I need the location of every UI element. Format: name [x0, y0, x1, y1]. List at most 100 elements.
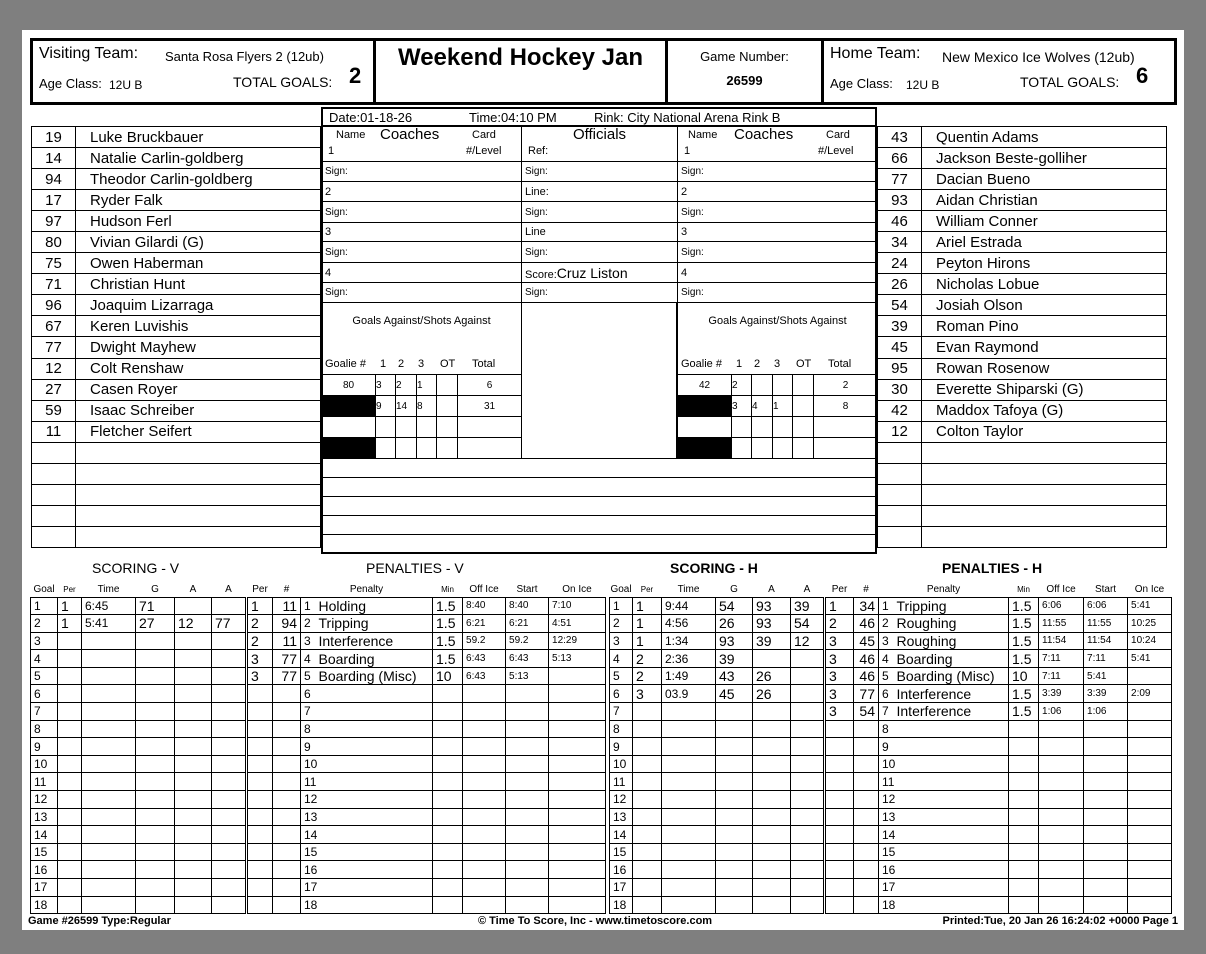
- roster-row: 97 Hudson Ferl: [31, 210, 321, 233]
- penalty-name: Boarding (Misc): [894, 666, 1010, 686]
- jersey-number: 77: [31, 336, 76, 359]
- penalty-name: Interference: [894, 684, 1010, 704]
- off-ice: 11:54: [1038, 631, 1085, 651]
- minutes: [1008, 754, 1040, 774]
- blank-cell: [521, 302, 677, 458]
- goalie-cell: 14: [395, 395, 417, 417]
- cell-label: 4: [681, 266, 688, 279]
- table-row: 18: [247, 895, 607, 915]
- visiting-team-label: Visiting Team:: [39, 45, 139, 62]
- assist-1: [752, 842, 791, 862]
- assist-2: [211, 649, 246, 668]
- period: [825, 878, 854, 897]
- player-name: Luke Bruckbauer: [75, 125, 321, 149]
- on-ice: 5:41: [1127, 596, 1173, 616]
- penalty-index: 5: [878, 666, 895, 686]
- notes-lines: [321, 458, 877, 553]
- penalty-name: [894, 807, 1010, 827]
- jersey-number: [31, 483, 76, 506]
- goalie-cell: [321, 437, 376, 459]
- goalie-cell: [456, 437, 523, 459]
- cell-label: Sign:: [325, 246, 348, 258]
- player-number: 11: [272, 596, 301, 616]
- assist-1: [174, 825, 212, 844]
- player-name: Theodor Carlin-goldberg: [75, 168, 321, 191]
- penalty-index: 8: [300, 719, 317, 739]
- cell-label: Sign:: [525, 166, 548, 177]
- goalie-cell: [436, 416, 458, 438]
- time: [81, 860, 136, 879]
- period: [247, 754, 273, 774]
- roster-row: 26 Nicholas Lobue: [877, 273, 1167, 296]
- assist-2: [211, 719, 246, 739]
- table-row: 3 45 3 Roughing 1.5 11:54 11:54 10:24: [825, 631, 1173, 651]
- start: 7:11: [1083, 649, 1129, 668]
- goal-number: 13: [30, 807, 58, 827]
- start: [1083, 807, 1129, 827]
- on-ice: 10:25: [1127, 614, 1173, 633]
- home-team-box: Home Team: New Mexico Ice Wolves (12ub) …: [824, 38, 1177, 105]
- period: 2: [247, 631, 273, 651]
- cell-label: Line:: [525, 185, 549, 198]
- period: 1: [57, 596, 82, 616]
- coach-cell: 4: [677, 262, 878, 283]
- goalie-col-label: OT: [440, 358, 456, 370]
- on-ice: 7:10: [548, 596, 607, 616]
- penalty-name: [894, 754, 1010, 774]
- on-ice: [548, 895, 607, 915]
- start: [505, 860, 550, 879]
- goalie-cell: [731, 437, 752, 459]
- officials-row: Sign: Sign: Sign:: [321, 241, 878, 263]
- table-row: 9: [30, 737, 246, 756]
- minutes: 1.5: [432, 614, 464, 633]
- goal-number: 1: [30, 596, 58, 616]
- cell-label: 4: [325, 266, 332, 279]
- assist-2: [211, 684, 246, 704]
- penalty-index: 10: [300, 754, 317, 774]
- penalty-name: Interference: [894, 702, 1010, 721]
- cell-label: Sign:: [681, 166, 704, 177]
- assist-1: [752, 649, 791, 668]
- penalty-index: 11: [878, 772, 895, 792]
- jersey-number: 54: [877, 294, 922, 317]
- penalty-name: Tripping: [316, 614, 434, 633]
- roster-row: [877, 483, 1167, 506]
- minutes: [432, 702, 464, 721]
- column-header: A: [768, 584, 775, 596]
- penalty-index: 6: [878, 684, 895, 704]
- goal-number: 2: [30, 614, 58, 633]
- period: [57, 631, 82, 651]
- on-ice: [1127, 702, 1173, 721]
- table-row: 7: [30, 702, 246, 721]
- goalie-cell: 3: [375, 374, 396, 396]
- period: [57, 719, 82, 739]
- player-name: Owen Haberman: [75, 252, 321, 275]
- penalty-index: 13: [300, 807, 317, 827]
- goal-scorer: [715, 860, 753, 879]
- goalie-cell: 2: [395, 374, 417, 396]
- jersey-number: 80: [31, 231, 76, 254]
- goal-number: 8: [609, 719, 633, 739]
- column-header: Per: [640, 585, 654, 595]
- time: [81, 754, 136, 774]
- assist-2: [790, 790, 824, 809]
- minutes: [432, 842, 464, 862]
- visitor-coaches-header: Name Coaches Card 1 #/Level: [321, 126, 522, 162]
- column-header: G: [730, 584, 738, 596]
- period: [632, 754, 662, 774]
- penalty-index: 1: [878, 596, 895, 616]
- jersey-number: [877, 462, 922, 485]
- officials-row: Sign: Sign: Sign:: [321, 161, 878, 182]
- scoring-h-title: SCORING - H: [670, 560, 758, 576]
- assist-1: [752, 860, 791, 879]
- penalty-name: Boarding: [316, 649, 434, 668]
- start: 3:39: [1083, 684, 1129, 704]
- player-number: [853, 825, 879, 844]
- penalty-index: 14: [878, 825, 895, 844]
- penalty-name: [894, 860, 1010, 879]
- roster-row: [877, 441, 1167, 464]
- jersey-number: [877, 504, 922, 527]
- goalie-cell: 9: [375, 395, 396, 417]
- goal-scorer: [135, 649, 175, 668]
- period: 3: [825, 684, 854, 704]
